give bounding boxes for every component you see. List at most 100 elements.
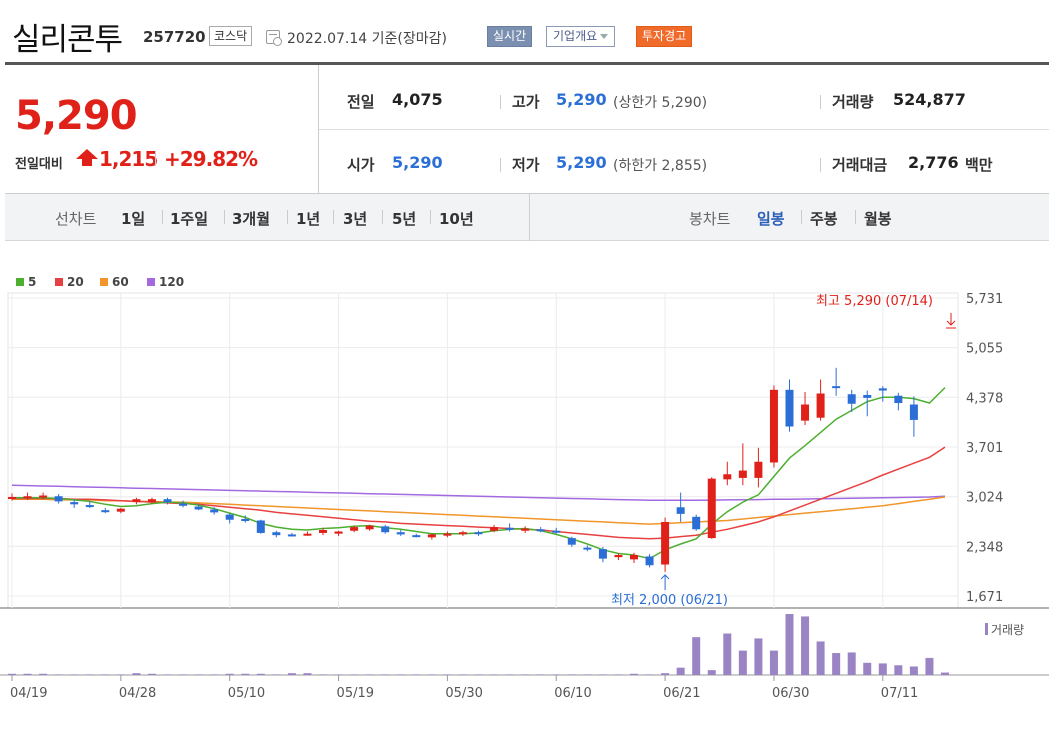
volume-legend-swatch <box>985 623 988 635</box>
y-tick-label: 3,701 <box>966 441 1003 456</box>
volume-bar <box>8 673 16 675</box>
y-tick-label: 2,348 <box>966 540 1003 555</box>
period-1d[interactable]: 1일 <box>121 210 146 228</box>
divider <box>333 210 334 224</box>
volume-bar <box>645 674 654 675</box>
change-percent: +29.82% <box>164 147 258 171</box>
candle-monthly[interactable]: 월봉 <box>864 210 892 228</box>
candle-body <box>536 529 545 532</box>
volume-value: 524,877 <box>893 90 966 109</box>
divider <box>801 210 802 224</box>
legend-ma120: 120 <box>159 275 185 289</box>
y-tick-label: 5,731 <box>966 292 1003 307</box>
candle-body <box>319 530 327 533</box>
volume-bar <box>179 674 188 675</box>
divider <box>820 95 821 109</box>
candle-body <box>350 527 359 531</box>
period-3m[interactable]: 3개월 <box>232 210 271 228</box>
candle-body <box>334 531 343 534</box>
volume-bar <box>552 674 561 675</box>
realtime-button[interactable]: 실시간 <box>487 26 533 47</box>
volume-bar <box>598 674 607 675</box>
ma20-line <box>12 446 946 540</box>
stock-header: 실리콘투 257720 코스닥 2022.07.14 기준(장마감) 실시간 기… <box>0 0 1049 60</box>
candle-body <box>723 474 732 480</box>
candle-body <box>567 538 576 545</box>
candle-body <box>458 532 467 535</box>
divider <box>155 151 156 166</box>
period-1w[interactable]: 1주일 <box>170 210 209 228</box>
volume-bar <box>116 674 125 675</box>
trade-amount-unit: 백만 <box>965 156 993 174</box>
candle-body <box>303 533 312 536</box>
period-3y[interactable]: 3년 <box>343 210 368 228</box>
candle-body <box>847 394 856 404</box>
volume-label: 거래량 <box>991 623 1024 637</box>
volume-bar <box>630 673 638 675</box>
volume-bar <box>23 673 32 675</box>
investment-warning-badge[interactable]: 투자경고 <box>636 26 693 47</box>
divider <box>430 210 431 224</box>
overview-label: 기업개요 <box>553 29 598 43</box>
period-10y[interactable]: 10년 <box>439 210 474 228</box>
candle-body <box>54 496 63 502</box>
volume-bar <box>256 673 265 675</box>
high-arrow-head <box>946 320 956 326</box>
candle-body <box>598 549 607 559</box>
divider <box>820 158 821 172</box>
change-amount: 1,215 <box>99 147 158 171</box>
candle-body <box>707 478 716 539</box>
candle-body <box>8 496 16 499</box>
volume-bar <box>427 674 436 675</box>
volume-bar <box>225 673 234 675</box>
volume-bar <box>878 663 887 675</box>
legend-ma20: 20 <box>67 275 84 289</box>
candle-body <box>614 554 623 558</box>
candle-body <box>85 505 94 508</box>
volume-label: 거래량 <box>832 93 874 111</box>
legend-swatch-ma20 <box>55 278 63 286</box>
candle-body <box>132 499 141 503</box>
volume-bar <box>769 650 778 675</box>
chevron-down-icon <box>600 34 609 39</box>
open-value: 5,290 <box>392 153 443 172</box>
line-chart-label: 선차트 <box>55 210 97 228</box>
candle-body <box>179 503 188 506</box>
candle-body <box>816 393 825 418</box>
volume-bar <box>396 674 405 675</box>
candle-body <box>490 527 499 531</box>
divider <box>500 95 501 109</box>
divider <box>224 210 225 224</box>
candle-body <box>225 514 234 520</box>
candle-body <box>163 499 172 503</box>
date-basis: 2022.07.14 기준(장마감) <box>287 28 447 48</box>
legend-swatch-ma60 <box>100 278 108 286</box>
period-1y[interactable]: 1년 <box>296 210 321 228</box>
volume-bar <box>536 674 545 675</box>
candle-body <box>832 386 841 389</box>
company-overview-button[interactable]: 기업개요 <box>546 26 616 47</box>
candle-body <box>676 507 685 514</box>
candle-body <box>692 516 701 530</box>
divider <box>855 210 856 224</box>
current-price: 5,290 <box>15 93 138 139</box>
candle-body <box>878 388 887 391</box>
candle-daily[interactable]: 일봉 <box>757 210 785 228</box>
candle-weekly[interactable]: 주봉 <box>810 210 838 228</box>
candle-body <box>365 525 374 530</box>
x-tick-label: 05/19 <box>337 686 374 701</box>
volume-bar <box>70 674 79 675</box>
period-5y[interactable]: 5년 <box>392 210 417 228</box>
volume-bar <box>723 633 732 675</box>
volume-bar <box>583 674 592 675</box>
volume-bar <box>847 652 856 675</box>
volume-bar <box>194 674 203 675</box>
candle-body <box>427 534 436 538</box>
volume-bar <box>412 674 421 675</box>
calendar-icon <box>266 30 282 46</box>
candle-body <box>583 547 592 550</box>
low-arrow-head <box>660 574 670 580</box>
volume-bar <box>365 674 374 675</box>
candle-body <box>412 535 421 538</box>
volume-bar <box>85 674 94 675</box>
